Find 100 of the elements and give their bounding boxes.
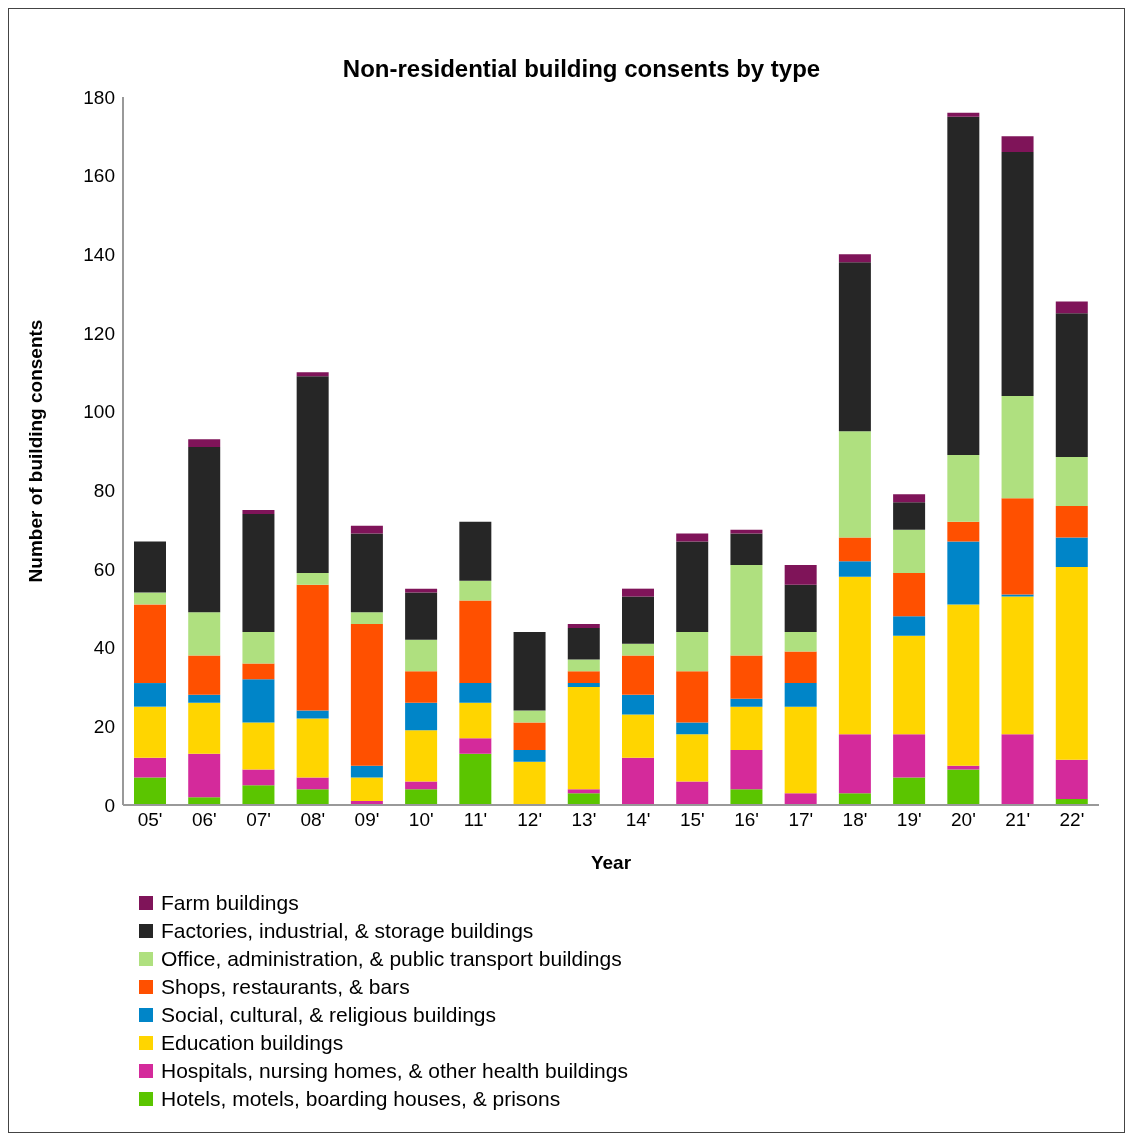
bar — [1001, 498, 1034, 595]
legend-label: Factories, industrial, & storage buildings — [161, 919, 534, 943]
bar — [242, 769, 275, 786]
bar — [459, 702, 492, 739]
bar — [513, 761, 546, 805]
x-tick-label: 15' — [679, 809, 705, 831]
bar — [513, 631, 546, 711]
bar — [676, 734, 709, 782]
y-tick-label: 60 — [93, 558, 115, 580]
bar — [296, 789, 329, 805]
bar — [947, 454, 980, 522]
bar — [784, 706, 817, 794]
bar — [838, 793, 871, 805]
bar — [188, 439, 221, 448]
bar — [188, 753, 221, 798]
bar — [188, 612, 221, 656]
bar — [947, 521, 980, 542]
bar — [567, 687, 600, 790]
bar — [459, 521, 492, 581]
bar — [459, 738, 492, 754]
bar — [1055, 759, 1088, 800]
bar — [730, 749, 763, 790]
bar — [893, 529, 926, 573]
bar — [459, 600, 492, 684]
x-tick-label: 21' — [1005, 809, 1031, 831]
x-tick-label: 19' — [896, 809, 922, 831]
bar — [405, 730, 438, 782]
bar — [513, 749, 546, 762]
y-tick-label: 0 — [104, 794, 115, 816]
x-tick-label: 05' — [137, 809, 163, 831]
y-tick-label: 40 — [93, 637, 115, 659]
bar — [676, 541, 709, 632]
y-tick-label: 160 — [83, 165, 115, 187]
bar — [242, 631, 275, 664]
bar — [405, 702, 438, 731]
bar — [134, 604, 166, 684]
bar — [296, 376, 329, 573]
bar — [893, 502, 926, 530]
bar — [784, 651, 817, 684]
bar — [947, 541, 980, 605]
bar — [242, 510, 275, 514]
bar — [730, 789, 763, 805]
bar — [784, 683, 817, 707]
x-axis-title: Year — [590, 852, 632, 873]
bar — [838, 254, 871, 263]
bar — [838, 561, 871, 577]
bar — [242, 722, 275, 770]
bar — [350, 533, 383, 613]
bar — [676, 781, 709, 805]
bar — [350, 624, 383, 766]
bar — [622, 757, 654, 805]
bar — [947, 769, 980, 805]
x-tick-label: 16' — [734, 809, 759, 831]
bar — [622, 596, 654, 644]
bar — [947, 765, 980, 770]
bar — [296, 372, 329, 377]
bar — [405, 789, 438, 805]
bar — [405, 588, 438, 593]
bar — [188, 694, 221, 703]
bar — [188, 447, 221, 613]
y-tick-label: 140 — [83, 244, 115, 266]
bar — [459, 683, 492, 703]
bar — [350, 525, 383, 534]
x-tick-label: 22' — [1059, 809, 1085, 831]
bar — [134, 541, 166, 593]
y-axis-title: Number of building consents — [24, 319, 46, 583]
bar — [730, 565, 763, 656]
x-tick-label: 12' — [517, 809, 543, 831]
bar — [567, 789, 600, 794]
bar — [405, 671, 438, 703]
bar — [622, 588, 654, 597]
bar — [1001, 152, 1034, 396]
bar — [893, 572, 926, 617]
x-tick-label: 14' — [625, 809, 651, 831]
x-tick-label: 17' — [788, 809, 814, 831]
bar — [838, 431, 871, 538]
bar — [350, 612, 383, 625]
bar — [350, 765, 383, 778]
bar — [1055, 456, 1088, 507]
bar — [622, 694, 654, 715]
bar — [947, 112, 980, 117]
bar — [1001, 136, 1034, 153]
bar — [1001, 596, 1034, 735]
x-tick-label: 06' — [191, 809, 217, 831]
bar — [242, 679, 275, 723]
bar — [622, 714, 654, 758]
bar — [1001, 395, 1034, 499]
bar — [676, 671, 709, 723]
bar — [1055, 301, 1088, 314]
chart-title: Non-residential building consents by type — [341, 55, 822, 84]
bar — [405, 781, 438, 790]
bar — [838, 537, 871, 562]
legend-label: Social, cultural, & religious buildings — [161, 1003, 497, 1027]
x-tick-label: 11' — [463, 809, 488, 831]
bar — [459, 580, 492, 601]
bar — [893, 777, 926, 805]
bar — [405, 639, 438, 672]
legend-label: Hotels, motels, boarding houses, & prisons — [161, 1087, 561, 1111]
y-tick-label: 100 — [83, 401, 115, 423]
bar — [242, 663, 275, 680]
